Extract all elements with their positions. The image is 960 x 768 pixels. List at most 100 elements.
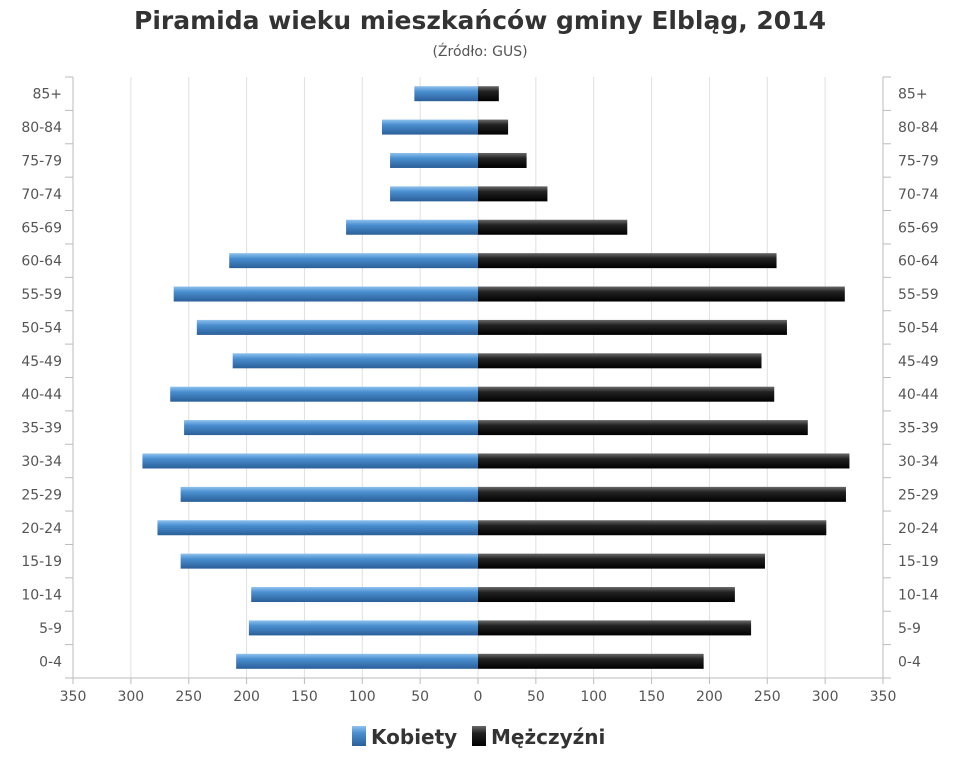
y-tick-label: 85+ [32,87,62,103]
bar-female [170,386,478,402]
y-tick-label: 75-79 [21,153,62,169]
x-tick-label: 300 [812,689,839,705]
bar-male [478,386,775,402]
x-tick-label: 350 [60,689,87,705]
bar-male [478,520,827,536]
x-tick-label: 100 [349,689,376,705]
bar-female [173,286,478,302]
y-tick-label: 60-64 [21,254,62,270]
bar-male [478,219,628,235]
y-tick-label: 25-29 [21,487,62,503]
y-tick-label: 30-34 [898,454,939,470]
x-tick-label: 0 [474,689,483,705]
y-tick-label: 50-54 [21,320,62,336]
bar-male [478,319,787,335]
legend-swatch [472,726,486,746]
y-tick-label: 70-74 [21,187,62,203]
legend-swatch [352,726,366,746]
y-tick-label: 40-44 [898,387,939,403]
bar-male [478,486,846,502]
y-tick-label: 35-39 [898,421,939,437]
x-tick-label: 350 [870,689,897,705]
bar-male [478,286,845,302]
bar-female [142,453,478,469]
y-tick-label: 5-9 [898,621,921,637]
axes [65,76,891,684]
chart-subtitle: (Źródło: GUS) [432,44,528,60]
y-tick-label: 10-14 [21,588,62,604]
y-tick-label: 35-39 [21,421,62,437]
bar-female [390,152,478,168]
y-tick-label: 0-4 [898,654,921,670]
y-tick-label: 20-24 [898,521,939,537]
bar-male [478,86,499,102]
bar-female [248,620,478,636]
bar-female [251,587,478,603]
bar-female [232,353,478,369]
x-tick-label: 250 [754,689,781,705]
legend-label: Mężczyźni [491,725,605,749]
bar-female [196,319,479,335]
bars [142,86,850,669]
y-tick-label: 0-4 [39,654,62,670]
bar-female [184,420,479,436]
legend-label: Kobiety [371,725,457,749]
bar-male [478,453,850,469]
x-tick-label: 250 [175,689,202,705]
bar-female [236,653,478,669]
x-tick-label: 150 [291,689,318,705]
bar-female [180,553,478,569]
x-tick-label: 50 [411,689,429,705]
y-tick-label: 15-19 [898,554,939,570]
y-tick-label: 60-64 [898,254,939,270]
x-tick-labels: 350 300 250 200 150 100 50 0 50 100 150 200 250 300 35… [60,689,897,705]
x-tick-label: 200 [233,689,260,705]
y-tick-label: 55-59 [21,287,62,303]
bar-male [478,186,548,202]
bar-male [478,420,808,436]
y-tick-label: 80-84 [898,120,939,136]
bar-female [346,219,478,235]
bar-male [478,620,752,636]
bar-male [478,553,765,569]
x-tick-label: 200 [696,689,723,705]
x-tick-label: 100 [580,689,607,705]
bar-female [229,253,478,269]
y-tick-label: 40-44 [21,387,62,403]
bar-female [180,486,478,502]
y-tick-label: 55-59 [898,287,939,303]
bar-male [478,152,527,168]
y-tick-label: 65-69 [898,220,939,236]
bar-male [478,253,777,269]
y-tick-label: 45-49 [21,354,62,370]
bar-male [478,353,762,369]
y-tick-label: 50-54 [898,320,939,336]
bar-male [478,119,509,135]
y-tick-label: 85+ [898,87,928,103]
bar-female [390,186,478,202]
x-tick-label: 50 [527,689,545,705]
x-tick-label: 300 [117,689,144,705]
y-tick-label: 20-24 [21,521,62,537]
y-tick-label: 75-79 [898,153,939,169]
y-tick-label: 70-74 [898,187,939,203]
y-tick-label: 25-29 [898,487,939,503]
y-tick-labels-right: 85+ 80-84 75-79 70-74 65-69 60-64 55-59 50-54 45… [898,87,939,671]
y-tick-label: 30-34 [21,454,62,470]
bar-male [478,653,704,669]
y-tick-label: 5-9 [39,621,62,637]
y-tick-label: 10-14 [898,588,939,604]
bar-male [478,587,735,603]
y-tick-labels-left: 85+ 80-84 75-79 70-74 65-69 60-64 55-59 50-54 45… [21,87,62,671]
y-tick-label: 65-69 [21,220,62,236]
bar-female [381,119,478,135]
bar-female [157,520,478,536]
chart-title: Piramida wieku mieszkańców gminy Elbląg,… [134,6,826,35]
bar-female [414,86,478,102]
legend: Kobiety Mężczyźni [352,725,605,749]
y-tick-label: 15-19 [21,554,62,570]
x-tick-label: 150 [638,689,665,705]
y-tick-label: 45-49 [898,354,939,370]
y-tick-label: 80-84 [21,120,62,136]
